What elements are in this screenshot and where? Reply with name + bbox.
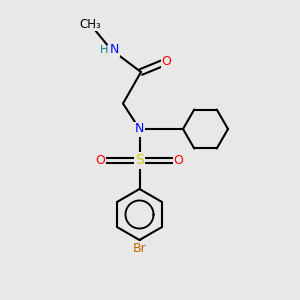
Text: O: O <box>162 55 171 68</box>
Text: N: N <box>109 43 119 56</box>
Text: CH₃: CH₃ <box>79 17 101 31</box>
Text: N: N <box>135 122 144 136</box>
Text: S: S <box>135 154 144 167</box>
Text: Br: Br <box>133 242 146 255</box>
Text: O: O <box>96 154 105 167</box>
Text: O: O <box>174 154 183 167</box>
Text: H: H <box>100 45 109 56</box>
